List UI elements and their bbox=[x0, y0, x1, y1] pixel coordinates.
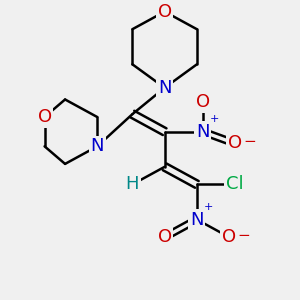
Text: N: N bbox=[91, 137, 104, 155]
Text: O: O bbox=[196, 93, 210, 111]
Text: N: N bbox=[158, 79, 171, 97]
Text: O: O bbox=[222, 228, 236, 246]
Text: N: N bbox=[196, 123, 209, 141]
Text: O: O bbox=[158, 3, 172, 21]
Text: O: O bbox=[228, 134, 242, 152]
Text: O: O bbox=[38, 108, 52, 126]
Text: −: − bbox=[237, 228, 250, 243]
Text: O: O bbox=[158, 228, 172, 246]
Text: +: + bbox=[204, 202, 214, 212]
Text: N: N bbox=[190, 211, 204, 229]
Text: Cl: Cl bbox=[226, 176, 244, 194]
Text: +: + bbox=[210, 114, 219, 124]
Text: H: H bbox=[126, 176, 139, 194]
Text: −: − bbox=[243, 134, 256, 149]
